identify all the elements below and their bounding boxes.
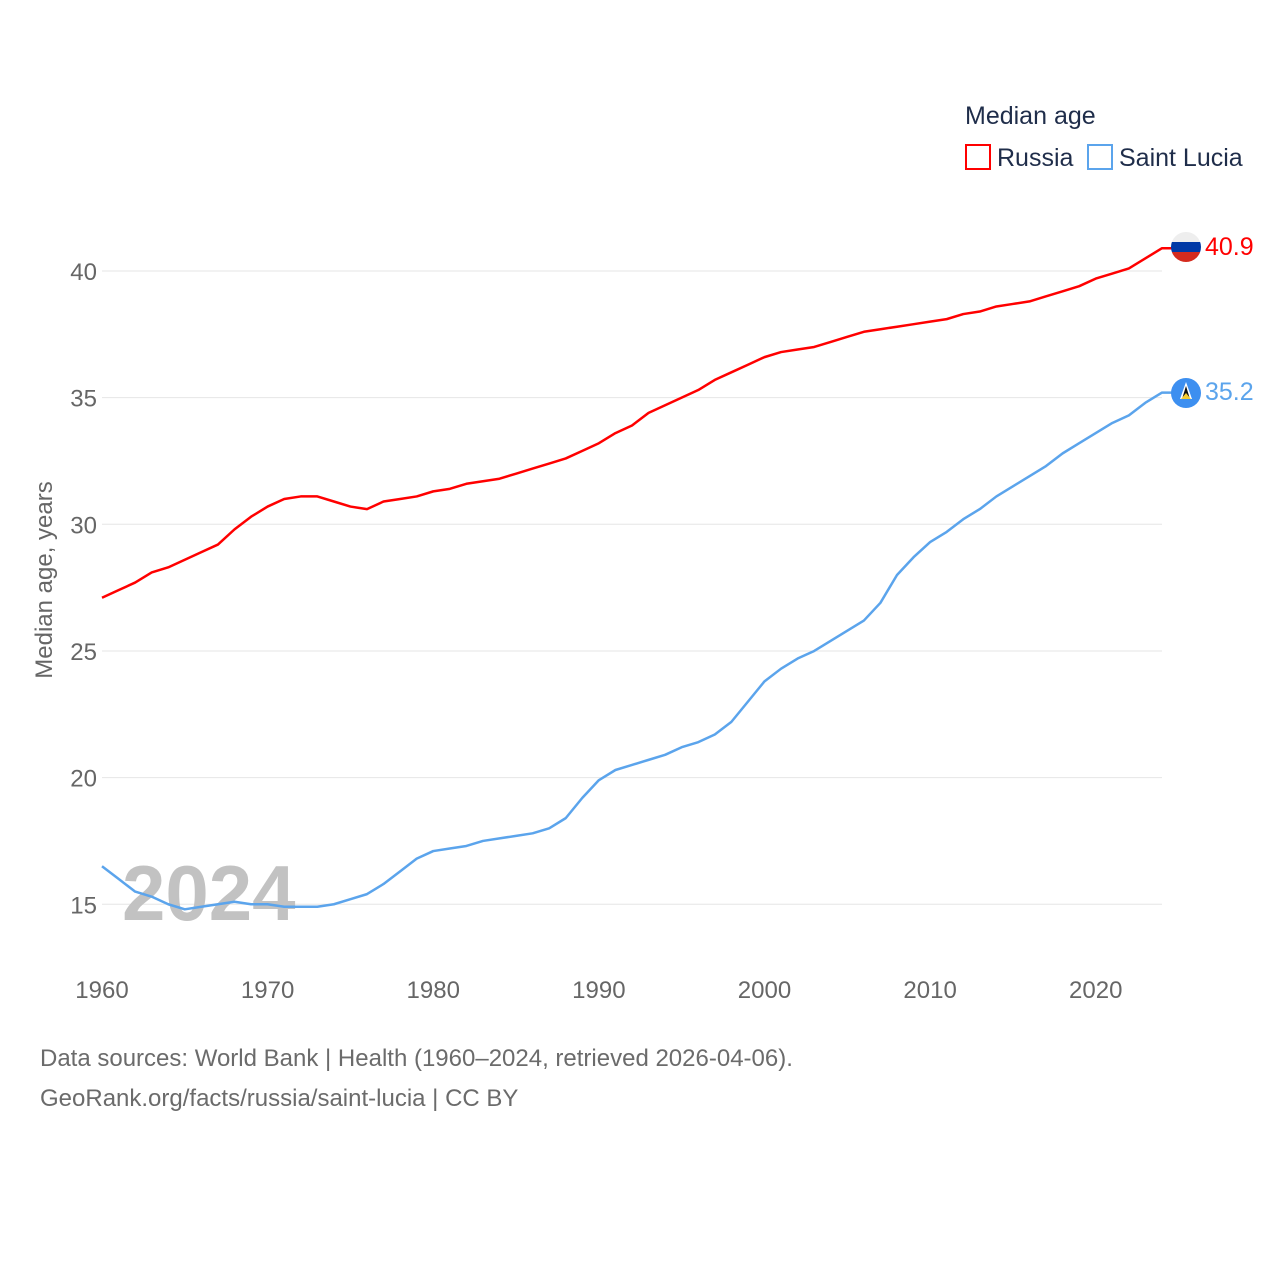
end-label-russia: 40.9	[1205, 233, 1254, 261]
end-label-saint-lucia: 35.2	[1205, 378, 1254, 406]
line-chart: 15 20 25 30 35 40 1960 1970 1980 1990 2000 2010 2020…	[31, 102, 1254, 1004]
y-tick-label: 20	[70, 766, 97, 793]
x-tick-label: 1980	[407, 977, 460, 1004]
legend-label-saint-lucia[interactable]: Saint Lucia	[1119, 144, 1243, 172]
legend-swatch-russia	[965, 144, 991, 170]
x-tick-label: 2020	[1069, 977, 1122, 1004]
y-tick-label: 25	[70, 639, 97, 666]
series-line-saint-lucia[interactable]	[101, 391, 1172, 911]
x-tick-label: 2000	[738, 977, 791, 1004]
y-tick-label: 30	[70, 512, 97, 539]
attribution-link[interactable]: GeoRank.org/facts/russia/saint-lucia | C…	[40, 1085, 519, 1112]
year-watermark: 2024	[122, 849, 296, 937]
x-tick-label: 1960	[75, 977, 128, 1004]
legend-label-russia[interactable]: Russia	[997, 144, 1074, 172]
x-tick-label: 1970	[241, 977, 294, 1004]
y-axis-label: Median age, years	[31, 481, 58, 678]
legend-title: Median age	[965, 102, 1096, 130]
x-tick-label: 2010	[903, 977, 956, 1004]
saint-lucia-flag-icon	[1171, 378, 1201, 408]
y-tick-label: 40	[70, 259, 97, 286]
russia-flag-icon	[1171, 232, 1201, 262]
legend-swatch-saint-lucia	[1087, 144, 1113, 170]
series-line-russia[interactable]	[101, 246, 1172, 599]
y-tick-label: 15	[70, 892, 97, 919]
data-source-text: Data sources: World Bank | Health (1960–…	[40, 1045, 793, 1072]
x-tick-label: 1990	[572, 977, 625, 1004]
y-tick-label: 35	[70, 386, 97, 413]
